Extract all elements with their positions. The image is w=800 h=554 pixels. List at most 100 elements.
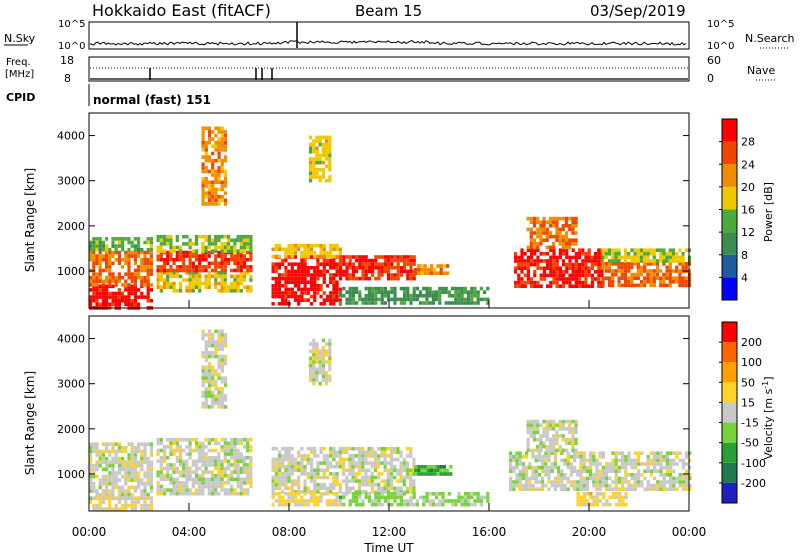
heatmap-cell [162,268,167,273]
heatmap-cell [303,298,307,302]
heatmap-cell [659,283,663,288]
heatmap-cell [226,242,231,246]
heatmap-cell [542,220,546,224]
heatmap-cell [127,275,131,280]
heatmap-cell [130,240,134,245]
heatmap-cell [339,255,343,259]
heatmap-cell [233,466,237,471]
heatmap-cell [98,295,102,299]
heatmap-cell [117,291,121,296]
heatmap-cell [383,450,387,455]
heatmap-cell [127,442,131,446]
heatmap-cell [329,499,333,503]
heatmap-cell [614,476,618,481]
heatmap-cell [335,479,339,483]
heatmap-cell [98,291,102,296]
heatmap-cell [220,257,224,262]
heatmap-cell [217,466,221,471]
heatmap-cell [396,492,400,496]
heatmap-cell [402,461,406,465]
heatmap-cell [684,265,688,270]
heatmap-cell [601,248,605,252]
heatmap-cell [143,471,147,475]
heatmap-cell [169,441,173,446]
heatmap-cell [624,473,628,477]
heatmap-cell [188,466,192,471]
heatmap-cell [137,288,141,292]
heatmap-cell [486,499,490,503]
heatmap-cell [175,491,179,496]
heatmap-cell [111,295,115,299]
heatmap-cell [204,394,208,398]
heatmap-cell [198,265,202,269]
heatmap-cell [133,250,137,255]
heatmap-cell [185,452,189,456]
heatmap-cell [194,249,199,253]
heatmap-cell [309,255,314,259]
heatmap-cell [95,496,99,501]
heatmap-cell [309,276,314,281]
heatmap-cell [207,202,212,206]
heatmap-cell [639,265,644,270]
heatmap-cell [185,285,189,289]
heatmap-cell [105,284,109,289]
heatmap-cell [156,234,160,239]
heatmap-cell [367,499,371,503]
heatmap-cell [555,423,559,427]
heatmap-cell [316,464,320,469]
heatmap-cell [149,482,153,486]
heatmap-cell [335,254,339,259]
heatmap-cell [617,458,621,463]
heatmap-cell [568,262,572,267]
heatmap-cell [423,267,427,272]
heatmap-cell [95,467,99,472]
heatmap-cell [659,252,663,256]
heatmap-cell [271,294,275,299]
heatmap-cell [335,495,339,500]
heatmap-cell [420,472,424,476]
heatmap-cell [403,297,407,302]
heatmap-cell [399,468,403,473]
heatmap-cell [555,284,559,288]
heatmap-cell [239,234,243,239]
heatmap-cell [627,473,631,477]
heatmap-cell [201,376,205,380]
heatmap-cell [473,502,477,507]
heatmap-cell [329,291,333,295]
heatmap-cell [390,492,394,496]
heatmap-cell [675,462,679,466]
heatmap-cell [220,254,224,258]
heatmap-cell [169,245,173,250]
heatmap-cell [329,446,333,451]
heatmap-cell [561,448,565,453]
heatmap-cell [312,150,316,154]
heatmap-cell [117,446,121,450]
heatmap-cell [374,262,378,266]
heatmap-cell [571,255,575,260]
heatmap-cell [156,459,160,464]
heatmap-cell [92,279,96,284]
heatmap-cell [520,259,524,263]
heatmap-cell [563,487,567,491]
heatmap-cell [386,461,390,465]
heatmap-cell [361,450,365,455]
heatmap-cell [539,434,543,438]
heatmap-cell [678,276,682,280]
heatmap-cell [156,491,160,496]
heatmap-cell [211,365,215,370]
heatmap-cell [600,273,604,278]
heatmap-cell [309,342,313,346]
heatmap-cell [290,254,294,259]
heatmap-cell [604,265,608,270]
heatmap-cell [287,446,291,451]
heatmap-cell [435,495,439,500]
heatmap-cell [188,441,192,446]
heatmap-cell [274,475,278,480]
heatmap-cell [581,266,585,270]
heatmap-cell [101,507,105,511]
heatmap-cell [117,478,121,482]
heatmap-cell [175,238,179,243]
heatmap-cell [561,224,565,228]
heatmap-cell [581,284,585,288]
heatmap-cell [178,254,183,258]
